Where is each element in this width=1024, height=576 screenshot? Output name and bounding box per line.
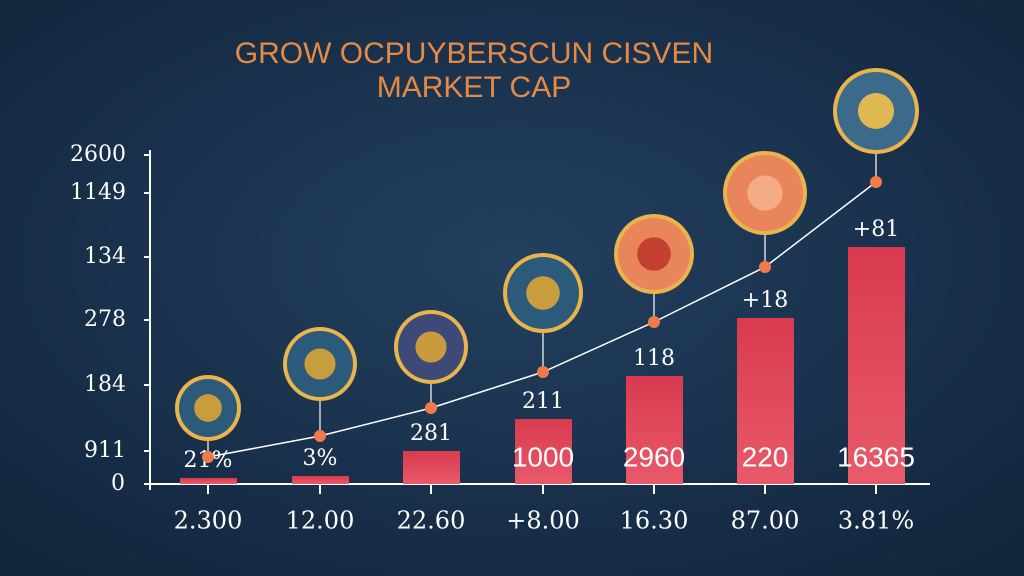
bar-value-label: 220 — [742, 441, 789, 472]
y-axis-label: 278 — [84, 307, 126, 332]
icon-symbol — [637, 237, 671, 271]
bar-value-label: 1000 — [512, 441, 574, 472]
trend-point — [870, 176, 882, 188]
x-axis-label: +8.00 — [506, 507, 580, 535]
y-axis-label: 911 — [84, 438, 126, 463]
bar — [515, 419, 572, 484]
bar-top-label: +81 — [853, 217, 899, 242]
y-axis-label: 134 — [84, 244, 126, 269]
bar — [848, 247, 905, 484]
bar — [292, 476, 349, 484]
trend-point — [202, 451, 214, 463]
x-axis-label: 2.300 — [174, 507, 243, 535]
icon-symbol — [857, 92, 895, 130]
title-line-2: MARKET CAP — [377, 71, 572, 104]
y-axis-label: 0 — [111, 471, 125, 496]
x-axis-label: 22.60 — [397, 507, 466, 535]
plot: 2600114913427818491102.30021%12.003%22.6… — [70, 68, 919, 535]
bar — [403, 451, 460, 484]
icon-symbol — [304, 348, 336, 380]
icon-symbol — [526, 276, 560, 310]
y-axis-label: 2600 — [70, 142, 126, 167]
bar-top-label: +18 — [742, 288, 788, 313]
icon-symbol — [747, 175, 783, 211]
icon-symbol — [415, 331, 447, 363]
bar — [180, 478, 237, 484]
bar-value-label: 2960 — [623, 441, 685, 472]
y-axis-label: 1149 — [70, 180, 126, 205]
trend-point — [648, 316, 660, 328]
trend-point — [314, 430, 326, 442]
bar — [737, 318, 794, 484]
x-axis-label: 87.00 — [731, 507, 800, 535]
bar-top-label: 118 — [633, 346, 675, 371]
title-line-1: GROW OCPUYBERSCUN CISVEN — [235, 37, 713, 70]
bar-top-label: 281 — [410, 421, 452, 446]
x-axis-label: 3.81% — [838, 507, 914, 535]
bar-top-label: 211 — [522, 389, 564, 414]
bar-value-label: 16365 — [837, 441, 915, 472]
bar — [626, 376, 683, 484]
x-axis-label: 16.30 — [620, 507, 689, 535]
icon-symbol — [194, 394, 222, 422]
bar-top-label: 3% — [303, 446, 338, 471]
trend-point — [537, 366, 549, 378]
x-axis-label: 12.00 — [286, 507, 355, 535]
trend-point — [759, 261, 771, 273]
trend-point — [425, 402, 437, 414]
y-axis-label: 184 — [84, 372, 126, 397]
